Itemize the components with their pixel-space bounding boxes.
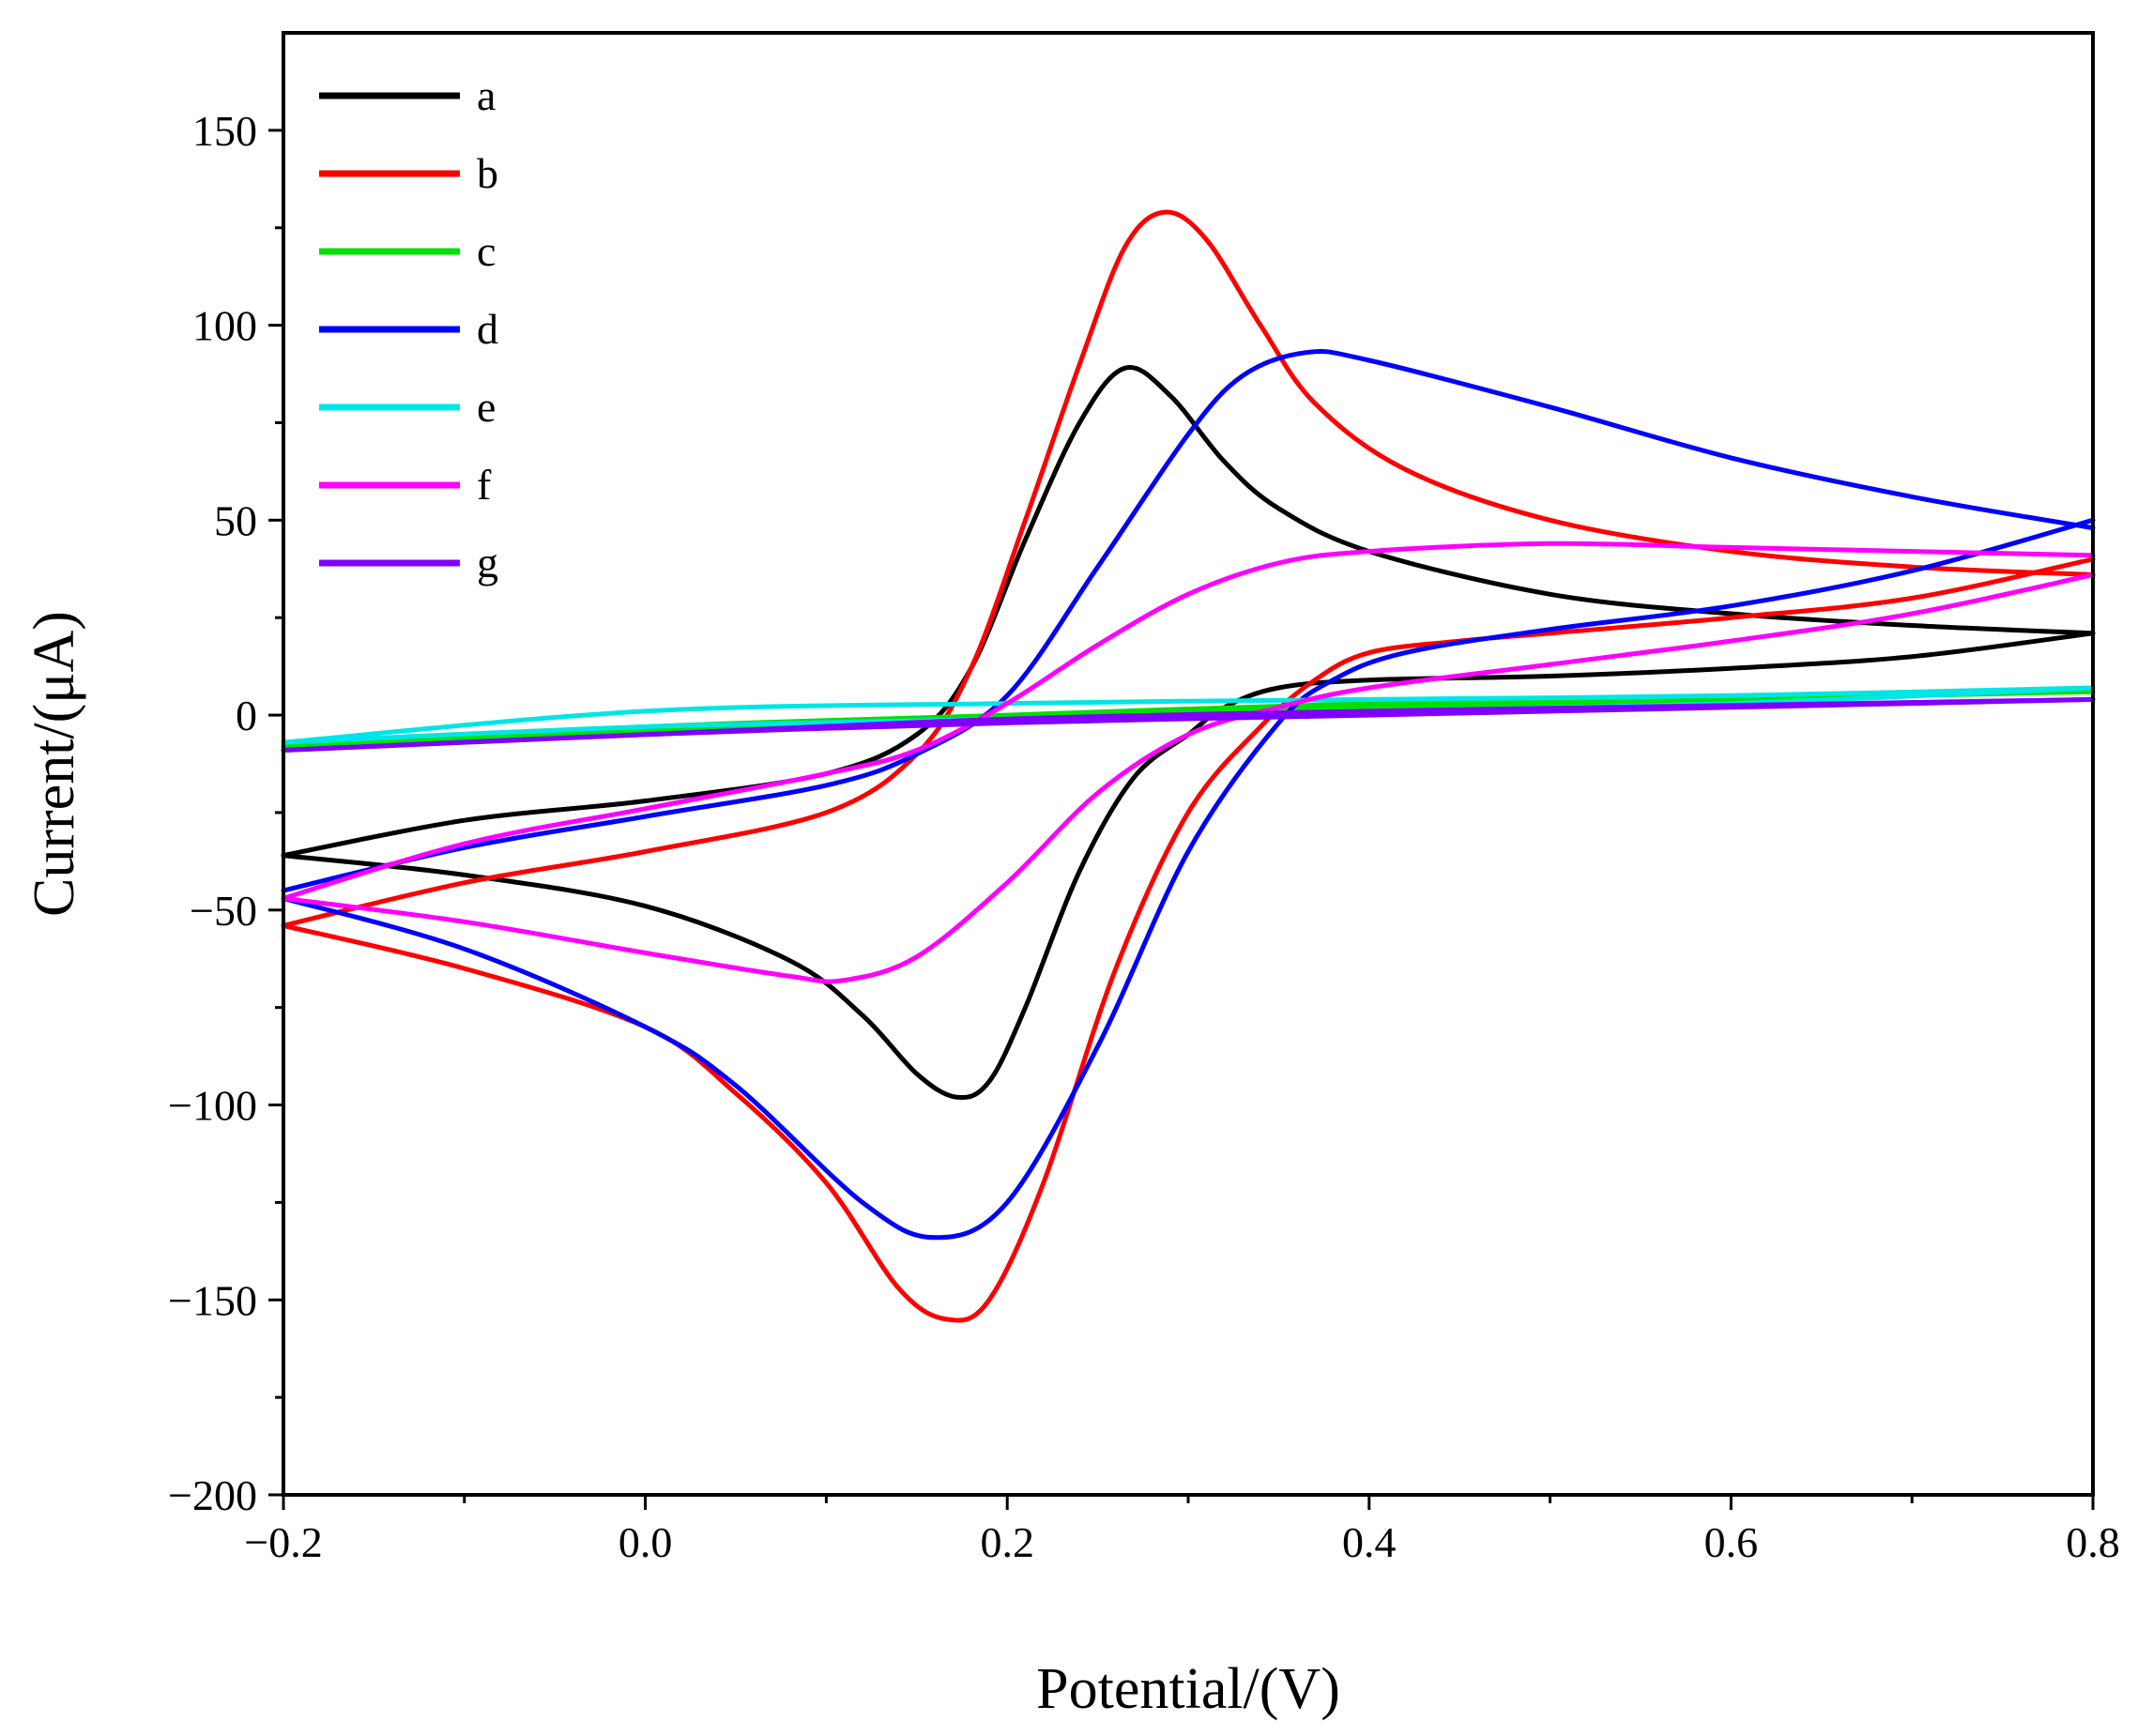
x-tick-label: −0.2 [244, 1518, 322, 1566]
legend-label: f [477, 461, 492, 509]
legend-item-g: g [319, 539, 498, 586]
y-axis: −200 −150 −100 −50 0 50 100 150 [168, 107, 283, 1519]
legend-item-d: d [319, 305, 498, 353]
plot-frame [282, 31, 2095, 1497]
legend-label: a [477, 71, 496, 119]
series-f-reverse-sweep [281, 572, 2096, 984]
series-d-curve [281, 348, 2096, 1241]
legend-label: e [477, 383, 496, 431]
y-tick-label: −200 [168, 1471, 257, 1519]
y-tick-label: −150 [168, 1276, 257, 1324]
y-tick-label: 0 [236, 692, 257, 739]
y-tick-label: 150 [192, 107, 257, 155]
series-a-forward-sweep [281, 365, 2096, 859]
legend-item-a: a [319, 71, 496, 119]
x-tick-label: 0.0 [618, 1518, 673, 1566]
series-b-curve [281, 209, 2096, 1323]
y-tick-label: 100 [192, 302, 257, 350]
series-b-reverse-sweep [281, 556, 2096, 1323]
x-tick-label: 0.6 [1704, 1518, 1759, 1566]
series-b-forward-sweep [281, 209, 2096, 928]
series-a-curve [281, 365, 2096, 1101]
x-axis: −0.2 0.0 0.2 0.4 0.6 0.8 [244, 1495, 2120, 1566]
legend-label: c [477, 227, 496, 275]
legend-label: d [477, 305, 498, 353]
plot-curves [281, 209, 2096, 1323]
x-tick-label: 0.2 [980, 1518, 1034, 1566]
series-f-curve [281, 541, 2096, 984]
x-tick-label: 0.4 [1342, 1518, 1397, 1566]
legend-item-c: c [319, 227, 496, 275]
series-g-curve [281, 696, 2096, 753]
y-tick-label: 50 [214, 496, 257, 544]
legend-item-b: b [319, 149, 498, 197]
legend-item-f: f [319, 461, 492, 509]
y-axis-title: Current/(μA) [23, 611, 86, 917]
legend-label: g [477, 539, 498, 586]
series-g-reverse-sweep [281, 696, 2096, 753]
legend-label: b [477, 149, 498, 197]
series-a-reverse-sweep [281, 631, 2096, 1101]
legend-item-e: e [319, 383, 496, 431]
series-e-forward-sweep [281, 685, 2096, 745]
series-d-forward-sweep [281, 348, 2096, 893]
y-tick-label: −100 [168, 1082, 257, 1130]
y-tick-label: −50 [190, 887, 257, 935]
x-tick-label: 0.8 [2066, 1518, 2120, 1566]
series-d-reverse-sweep [281, 517, 2096, 1241]
x-axis-title: Potential/(V) [1036, 1657, 1340, 1721]
series-f-forward-sweep [281, 541, 2096, 901]
